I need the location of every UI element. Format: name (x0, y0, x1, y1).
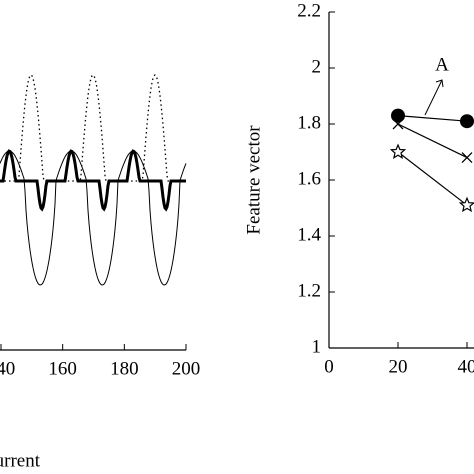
x-tick-label: 200 (172, 358, 201, 379)
x-tick-label: 160 (48, 358, 77, 379)
y-tick-label: 1 (312, 336, 322, 357)
x-tick-label: 20 (389, 356, 408, 377)
series-line (397, 115, 468, 122)
waveform-chart: Current 140 160 180 200 (0, 74, 201, 471)
series-line (397, 123, 468, 159)
x-tick-label: 180 (110, 358, 139, 379)
y-tick-label: 1.8 (297, 112, 321, 133)
marker (458, 196, 474, 213)
y-tick-label: 1.4 (297, 224, 321, 245)
series-line (397, 151, 468, 206)
y-tick-label: 1.2 (297, 280, 321, 301)
thin-wave (0, 150, 187, 286)
y-axis-label: Feature vector (243, 125, 264, 235)
y-tick-label: 2.2 (297, 0, 321, 21)
y-tick-label: 1.6 (297, 168, 321, 189)
marker (461, 152, 473, 164)
marker (392, 118, 404, 130)
feature-chart: Feature vector A 1 1.2 1.4 1.6 1.8 2 2.2 0 20 40 (243, 0, 474, 377)
x-tick-label: 40 (458, 356, 474, 377)
x-axis-label: Current (0, 450, 41, 471)
marker (389, 143, 407, 159)
y-tick-label: 2 (312, 56, 322, 77)
annotation-arrow (424, 79, 443, 116)
arrow-head (435, 79, 444, 88)
x-tick-label: 0 (324, 356, 334, 377)
thick-wave (0, 149, 186, 212)
x-tick-label: 140 (0, 358, 15, 379)
marker (460, 114, 474, 129)
dotted-wave (0, 74, 186, 182)
annotation: A (435, 54, 449, 75)
marker (391, 108, 405, 123)
